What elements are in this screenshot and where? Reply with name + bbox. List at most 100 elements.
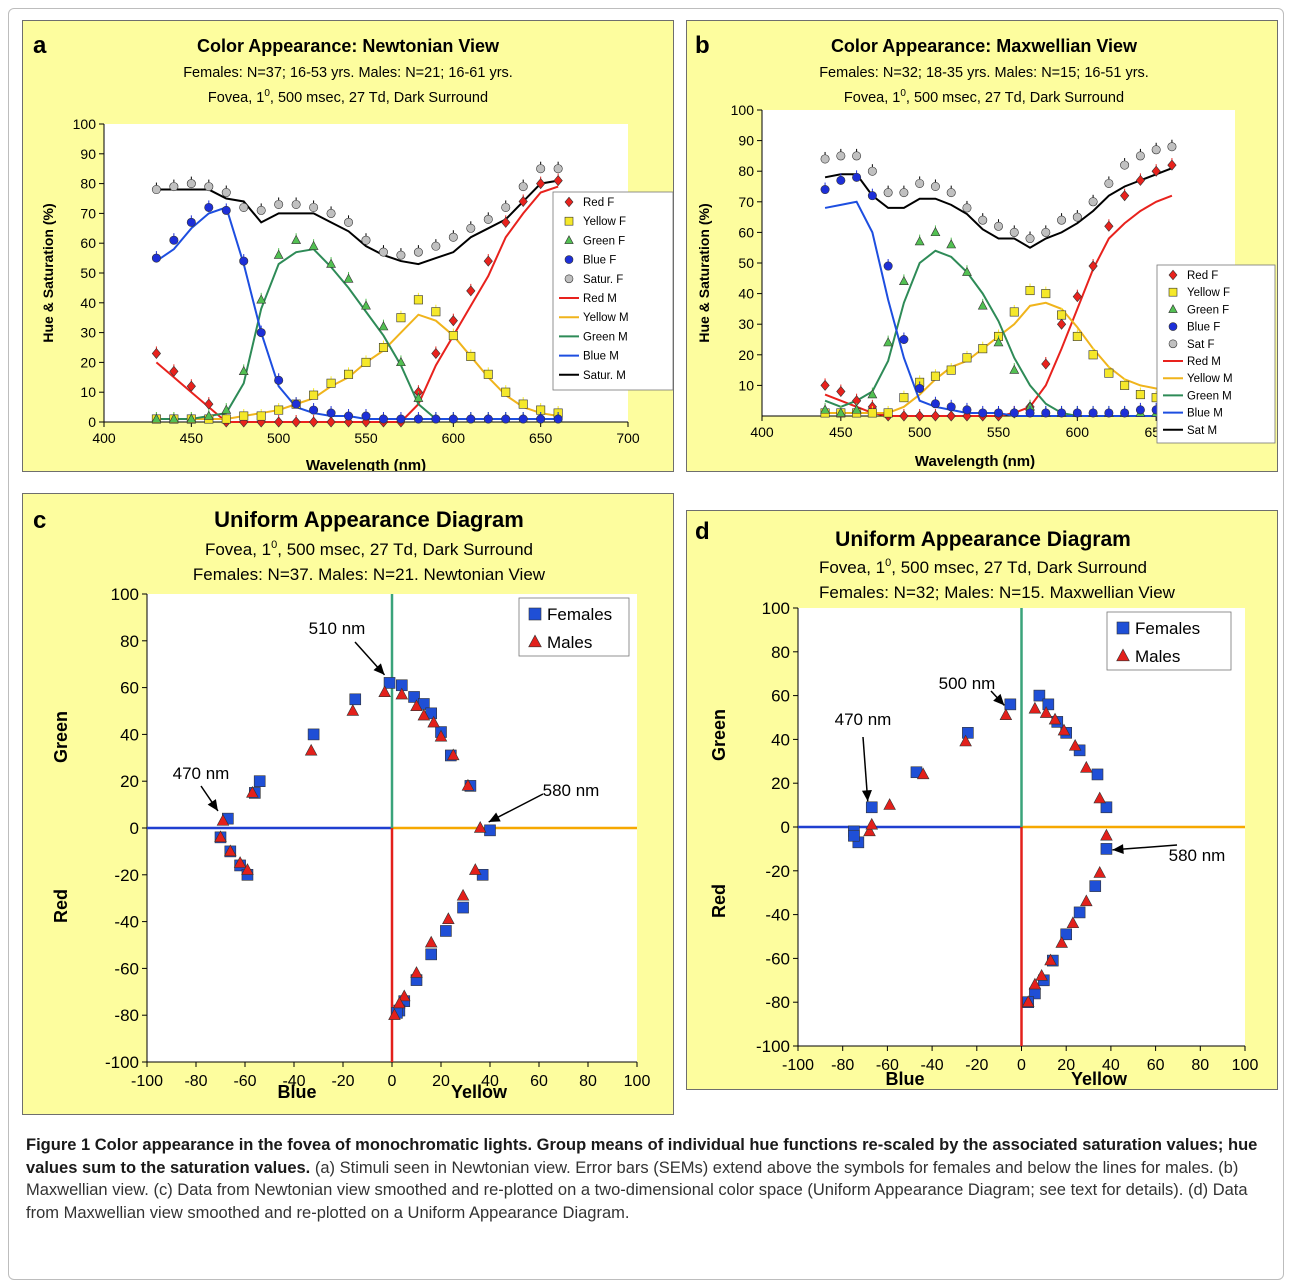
data-point-green-f (151, 413, 162, 423)
data-point-blue-f (883, 261, 893, 271)
data-point-satur-f (378, 247, 388, 257)
data-point-blue-f (239, 256, 249, 266)
y-tick-label: 100 (111, 585, 139, 604)
data-point-yellow-f (518, 399, 528, 409)
data-point-satur-f (396, 250, 406, 260)
data-point-satur-f (256, 205, 266, 215)
male-triangle (1035, 968, 1048, 981)
data-point-blue-f (483, 414, 493, 424)
x-tick-label: 20 (1057, 1057, 1075, 1074)
data-point-satur-f (536, 164, 546, 174)
data-point-green-f (883, 337, 894, 347)
data-point-yellow-f (1088, 350, 1098, 360)
data-point-red-f (930, 410, 941, 422)
x-axis-label: Wavelength (nm) (915, 453, 1035, 470)
legend-label: Blue F (583, 255, 616, 267)
legend-marker (1116, 648, 1130, 662)
plot-d: -100 -80 -60 -40 -20 0 20 40 60 80 100 -100 -80 -60 -4… (756, 599, 1258, 1074)
female-square (962, 727, 974, 739)
data-point-blue-f (169, 235, 179, 245)
y-tick-label: 30 (738, 316, 754, 332)
male-triangle (233, 856, 247, 868)
data-point-yellow-f (221, 414, 231, 424)
data-point-sat-f (836, 151, 846, 161)
data-point-red-f (1088, 260, 1098, 272)
chart-b: b Color Appearance: Maxwellian View Fema… (695, 32, 1276, 470)
x-tick-label: 450 (180, 430, 204, 446)
data-point-sat-f (867, 166, 877, 176)
y-tick-label: 100 (731, 102, 755, 118)
female-square (408, 691, 420, 703)
chart-subtitle-2: Females: N=32; Males: N=15. Maxwellian V… (819, 583, 1176, 602)
data-point-red-f (1104, 220, 1114, 232)
male-triangle (410, 699, 423, 712)
data-point-blue-f (1009, 408, 1019, 418)
data-point-sat-f (1025, 234, 1035, 244)
data-point-red-f (448, 315, 458, 327)
female-square (349, 693, 362, 706)
data-point-satur-f (291, 199, 301, 209)
data-point-red-f (1056, 318, 1067, 330)
data-point-green-f (914, 236, 925, 246)
data-point-yellow-f (309, 390, 319, 400)
panel-a: a Color Appearance: Newtonian View Femal… (22, 20, 674, 472)
data-point-yellow-f (899, 393, 909, 403)
data-point-red-f (309, 416, 319, 428)
y-tick-label: -100 (105, 1053, 139, 1072)
legend-marker (1168, 322, 1178, 331)
data-point-red-f (361, 416, 371, 428)
data-point-green-f (898, 275, 909, 286)
data-point-blue-f (204, 202, 214, 212)
x-tick-label: 40 (1102, 1057, 1120, 1074)
male-triangle (1021, 995, 1035, 1007)
data-point-sat-f (820, 154, 830, 164)
x-tick-label: 600 (1066, 424, 1090, 440)
data-point-yellow-f (1009, 307, 1019, 317)
male-triangle (1039, 706, 1053, 718)
data-point-red-f (536, 178, 546, 190)
x-tick-label: 600 (442, 430, 466, 446)
y-tick-label: 100 (73, 116, 97, 132)
annotation-arrowhead (488, 812, 501, 822)
data-point-blue-f (361, 411, 371, 421)
data-point-red-f (518, 195, 528, 207)
data-point-blue-f (899, 334, 909, 344)
panel-letter: d (695, 518, 710, 545)
x-tick-label: 700 (616, 430, 640, 446)
data-point-satur-f (326, 208, 336, 218)
male-triangle (214, 830, 227, 843)
x-tick-label: 20 (432, 1073, 450, 1090)
data-point-satur-f (204, 182, 214, 192)
data-point-blue-f (274, 375, 284, 385)
data-point-blue-f (993, 408, 1003, 418)
y-tick-label: 60 (771, 687, 790, 706)
data-point-satur-f (186, 179, 196, 189)
male-triangle (304, 743, 318, 756)
data-point-red-f (483, 255, 493, 267)
male-triangle (446, 748, 460, 761)
data-point-blue-f (978, 408, 988, 418)
male-triangle (246, 785, 259, 798)
plot-b: 1020304050607080901004004505005506006507… (731, 102, 1276, 444)
data-point-red-f (431, 347, 441, 359)
male-triangle (1044, 953, 1057, 966)
female-square (1060, 928, 1073, 941)
data-point-green-f (256, 294, 267, 304)
data-point-sat-f (899, 188, 909, 198)
data-point-yellow-f (361, 357, 371, 367)
legend-label: Green F (583, 235, 625, 247)
x-tick-label: 100 (624, 1073, 651, 1090)
legend-label: Yellow M (583, 312, 629, 324)
data-point-red-f (291, 416, 301, 428)
data-point-red-f (553, 175, 563, 187)
female-square (253, 775, 266, 788)
data-point-red-f (466, 285, 476, 297)
data-point-green-f (221, 404, 232, 414)
x-tick-label: 60 (1147, 1057, 1165, 1074)
male-triangle (1048, 712, 1062, 725)
y-tick-label: 40 (738, 286, 754, 302)
data-point-blue-f (256, 328, 266, 338)
chart-subtitle-2: Fovea, 10, 500 msec, 27 Td, Dark Surroun… (208, 88, 488, 106)
data-point-blue-f (431, 414, 441, 424)
y-tick-label: 20 (80, 354, 96, 370)
